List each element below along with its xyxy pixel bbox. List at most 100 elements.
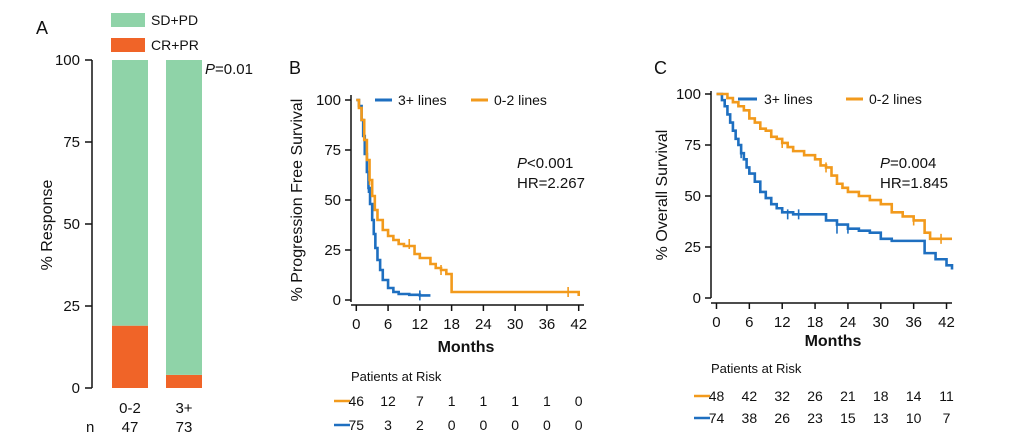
risk-value-0-2-lines-0: 48 (709, 388, 725, 404)
x-tick-label-36: 36 (539, 316, 556, 333)
risk-value-3-plus-lines-30: 0 (511, 417, 519, 433)
risk-value-0-2-lines-6: 12 (380, 393, 396, 409)
x-tick-label-0: 0 (352, 316, 360, 333)
y-tick-label-100: 100 (676, 86, 701, 103)
risk-value-3-plus-lines-12: 26 (774, 410, 790, 426)
risk-value-3-plus-lines-0: 75 (349, 417, 365, 433)
risk-value-3-plus-lines-36: 10 (906, 410, 922, 426)
risk-value-0-2-lines-42: 0 (575, 393, 583, 409)
x-tick-label-24: 24 (475, 316, 492, 333)
p-value-b: P<0.001 (517, 155, 573, 172)
x-tick-label-12: 12 (774, 314, 791, 331)
curves-b (356, 98, 581, 301)
risk-value-3-plus-lines-42: 0 (575, 417, 583, 433)
y-tick-label-75: 75 (684, 137, 701, 154)
legend-label-0-2-c: 0-2 lines (869, 91, 922, 107)
risk-value-3-plus-lines-6: 38 (742, 410, 758, 426)
risk-value-3-plus-lines-12: 2 (416, 417, 424, 433)
n-value-3-plus: 73 (176, 419, 193, 436)
risk-value-0-2-lines-36: 1 (543, 393, 551, 409)
y-tick-label-50: 50 (324, 192, 341, 209)
risk-value-0-2-lines-0: 46 (349, 393, 365, 409)
risk-value-0-2-lines-12: 7 (416, 393, 424, 409)
x-tick-label-18: 18 (807, 314, 824, 331)
risk-value-3-plus-lines-24: 0 (479, 417, 487, 433)
y-tick-label-75: 75 (324, 142, 341, 159)
x-tick-label-30: 30 (872, 314, 889, 331)
hr-value-c: HR=1.845 (880, 175, 948, 192)
legend-swatch-sd-pd (111, 13, 145, 27)
category-label-3-plus: 3+ (175, 400, 192, 417)
y-tick-label-75: 75 (63, 134, 80, 151)
x-tick-label-36: 36 (905, 314, 922, 331)
y-tick-label-50: 50 (63, 216, 80, 233)
y-axis-title-a: % Response (39, 180, 56, 271)
y-tick-label-50: 50 (684, 188, 701, 205)
risk-table-b: 46 12 7 1 1 1 1 0 75 3 2 0 0 0 0 0 (349, 393, 583, 433)
risk-table-title-c: Patients at Risk (711, 361, 802, 376)
ticks-b: 0 25 50 75 100 0 6 12 18 24 30 36 42 (316, 92, 587, 333)
risk-value-3-plus-lines-18: 23 (807, 410, 823, 426)
y-tick-label-0: 0 (693, 290, 701, 307)
risk-value-3-plus-lines-30: 13 (873, 410, 889, 426)
legend-label-cr-pr: CR+PR (151, 37, 199, 53)
category-label-0-2: 0-2 (119, 400, 141, 417)
risk-value-3-plus-lines-0: 74 (709, 410, 725, 426)
x-tick-label-18: 18 (443, 316, 460, 333)
legend-label-sd-pd: SD+PD (151, 12, 198, 28)
y-ticks-a: 0 25 50 75 100 (55, 52, 92, 397)
risk-table-title-b: Patients at Risk (351, 369, 442, 384)
risk-value-0-2-lines-18: 26 (807, 388, 823, 404)
panel-a-letter: A (36, 18, 48, 38)
risk-value-0-2-lines-30: 18 (873, 388, 889, 404)
x-tick-label-0: 0 (712, 314, 720, 331)
legend-swatch-cr-pr (111, 38, 145, 52)
panel-b: B % Progression Free Survival 0255075100… (289, 58, 587, 433)
risk-value-0-2-lines-42: 11 (939, 388, 954, 404)
bars-a (112, 60, 202, 388)
y-tick-label-0: 0 (333, 292, 341, 309)
x-tick-label-6: 6 (384, 316, 392, 333)
x-tick-label-42: 42 (570, 316, 587, 333)
x-tick-label-6: 6 (745, 314, 753, 331)
survival-curve-0-2-lines (716, 92, 952, 241)
bar-cr-pluspr-0-2 (112, 325, 148, 388)
hr-value-b: HR=2.267 (517, 175, 585, 192)
x-axis-title-b: Months (438, 339, 495, 356)
panel-c-letter: C (654, 58, 667, 78)
y-tick-label-25: 25 (63, 298, 80, 315)
p-value-a: P=0.01 (205, 61, 253, 78)
risk-value-0-2-lines-30: 1 (511, 393, 519, 409)
legend-label-0-2-b: 0-2 lines (494, 92, 547, 108)
x-tick-label-42: 42 (938, 314, 955, 331)
risk-value-0-2-lines-36: 14 (906, 388, 922, 404)
risk-value-0-2-lines-6: 42 (742, 388, 758, 404)
x-tick-label-30: 30 (507, 316, 524, 333)
curves-c (716, 92, 954, 270)
panel-c: C % Overall Survival 0 25 50 75 100 0 6 12 18 24 3… (654, 58, 955, 426)
legend-label-3-plus-b: 3+ lines (398, 92, 447, 108)
risk-table-c: 48 42 32 26 21 18 14 11 74 38 26 23 15 13 10 7 (709, 388, 954, 426)
survival-curve-0-2-lines (356, 98, 581, 296)
y-axis-title-c: % Overall Survival (654, 130, 671, 261)
p-value-c: P=0.004 (880, 155, 936, 172)
y-tick-label-25: 25 (324, 242, 341, 259)
n-label: n (86, 419, 94, 436)
y-tick-label-25: 25 (684, 239, 701, 256)
x-tick-label-24: 24 (840, 314, 857, 331)
bar-sd-pluspd-0-2 (112, 60, 148, 326)
risk-value-0-2-lines-24: 21 (840, 388, 856, 404)
risk-value-3-plus-lines-6: 3 (384, 417, 392, 433)
risk-value-3-plus-lines-24: 15 (840, 410, 856, 426)
legend-label-3-plus-c: 3+ lines (764, 91, 813, 107)
survival-curve-3-plus-lines (356, 98, 431, 297)
y-tick-label-100: 100 (316, 92, 341, 109)
panel-b-letter: B (289, 58, 301, 78)
risk-value-0-2-lines-24: 1 (479, 393, 487, 409)
n-value-0-2: 47 (122, 419, 139, 436)
risk-value-0-2-lines-18: 1 (448, 393, 456, 409)
risk-value-3-plus-lines-36: 0 (543, 417, 551, 433)
x-tick-label-12: 12 (411, 316, 428, 333)
